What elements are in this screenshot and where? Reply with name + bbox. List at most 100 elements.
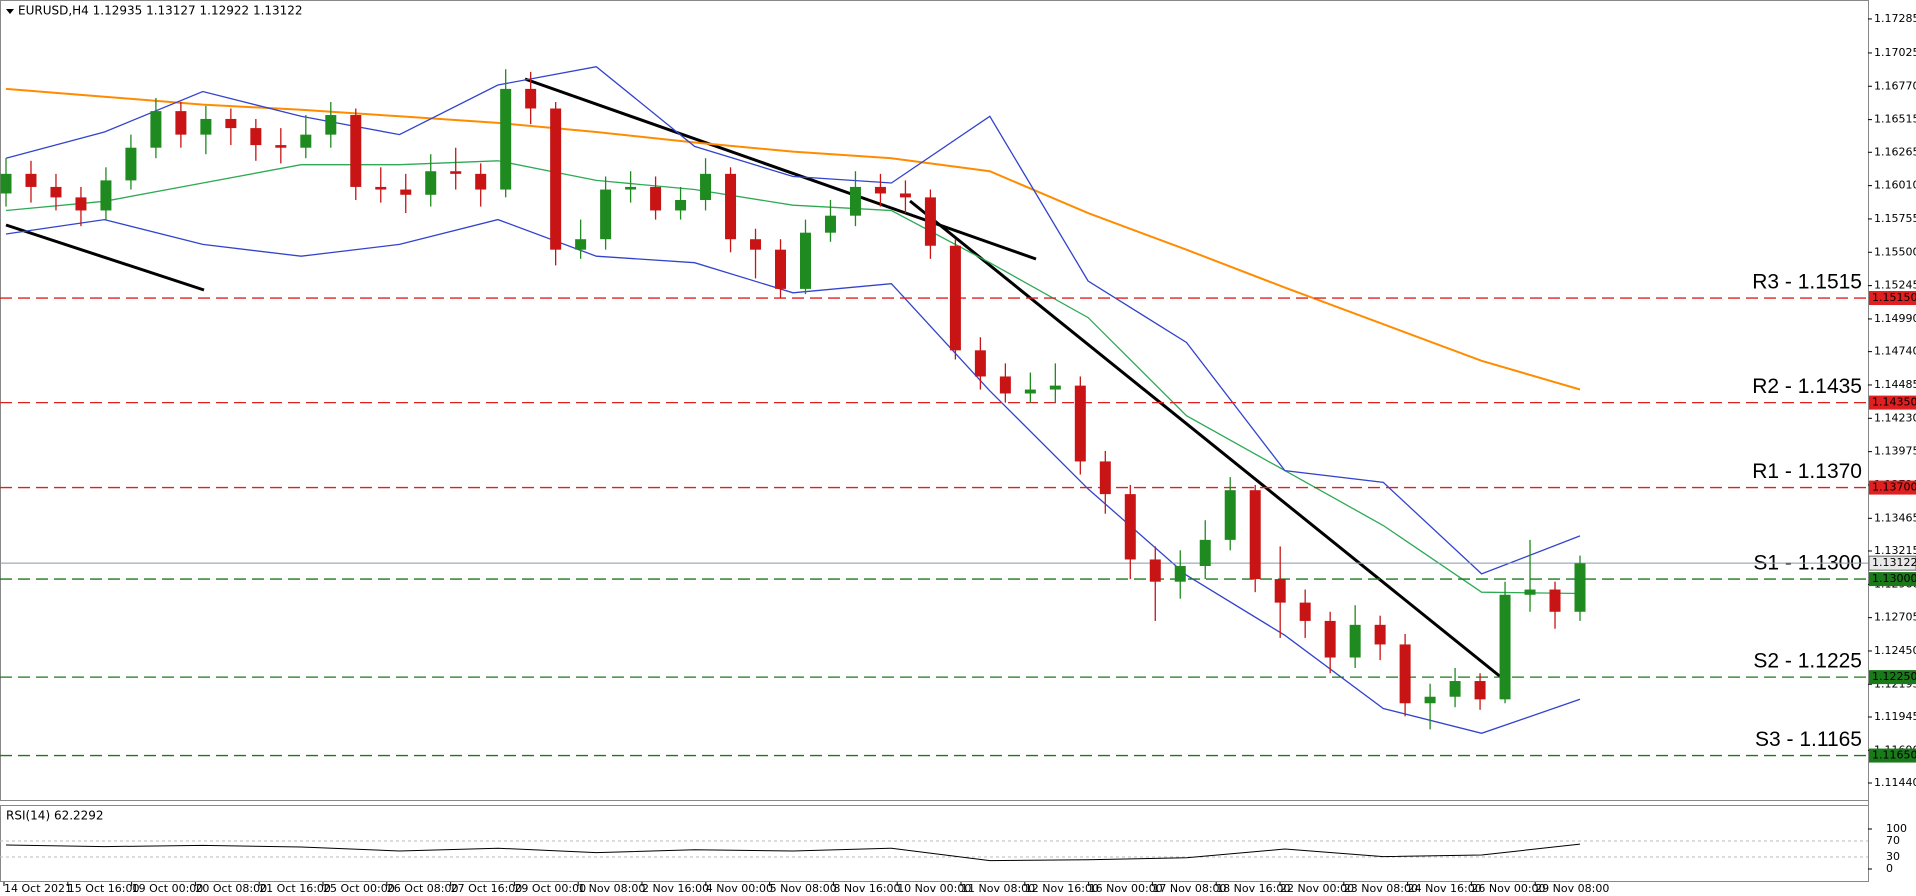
rsi-tick-label: 30: [1886, 850, 1900, 863]
rsi-tick-label: 70: [1886, 834, 1900, 847]
candle-body: [250, 128, 262, 146]
y-tick-label: 1.16515: [1874, 113, 1916, 126]
level-axis-label: 1.11650: [1872, 749, 1916, 762]
y-tick-label: 1.14740: [1874, 345, 1916, 358]
x-tick-label: 24 Nov 16:00: [1408, 882, 1482, 895]
candle-body: [225, 118, 237, 129]
candle-body: [849, 186, 861, 216]
candle-body: [974, 350, 986, 377]
candle-body: [1024, 389, 1036, 394]
x-tick-label: 8 Nov 16:00: [833, 882, 900, 895]
level-label: S2 - 1.1225: [1753, 650, 1862, 673]
candle-body: [600, 189, 612, 240]
rsi-line: [5, 843, 1581, 862]
level-axis-box: [1869, 291, 1916, 306]
menu-arrow: [6, 9, 14, 14]
candle-body: [750, 239, 762, 250]
level-axis-box: [1869, 395, 1916, 410]
x-tick-label: 12 Nov 16:00: [1025, 882, 1099, 895]
indicator-line: [5, 160, 1581, 595]
y-tick-label: 1.12705: [1874, 611, 1916, 624]
candle-body: [1249, 490, 1261, 580]
candle-body: [1424, 696, 1436, 704]
candle-body: [1349, 624, 1361, 658]
y-tick-label: 1.11440: [1874, 776, 1916, 789]
x-tick-label: 17 Nov 08:00: [1152, 882, 1226, 895]
trend-line: [524, 77, 1037, 261]
level-axis-label: 1.13700: [1872, 481, 1916, 494]
level-axis-label: 1.12250: [1872, 670, 1916, 683]
x-tick-label: 5 Nov 08:00: [770, 882, 837, 895]
y-tick-label: 1.17285: [1874, 12, 1916, 25]
level-label: R1 - 1.1370: [1752, 460, 1862, 483]
y-tick-label: 1.17025: [1874, 46, 1916, 59]
candle-body: [824, 215, 836, 233]
candle-body: [1524, 589, 1536, 595]
x-tick-label: 26 Oct 08:00: [387, 882, 459, 895]
candle-body: [1099, 461, 1111, 495]
candle-body: [450, 171, 462, 174]
price-label: 1.13122: [1872, 556, 1916, 569]
candle-body: [1274, 579, 1286, 603]
candle-body: [874, 186, 886, 194]
x-tick-label: 14 Oct 2021: [4, 882, 72, 895]
candle-body: [300, 134, 312, 148]
x-tick-label: 4 Nov 00:00: [706, 882, 773, 895]
candle-body: [899, 193, 911, 198]
x-tick-label: 2 Nov 16:00: [642, 882, 709, 895]
candle-body: [1549, 589, 1561, 612]
candle-body: [75, 197, 87, 211]
y-tick-label: 1.15245: [1874, 279, 1916, 292]
level-axis-box: [1869, 572, 1916, 587]
y-tick-label: 1.13465: [1874, 511, 1916, 524]
candle-body: [25, 173, 37, 187]
candle-body: [675, 200, 687, 211]
candle-body: [799, 232, 811, 289]
rsi-title: RSI(14) 62.2292: [6, 809, 104, 823]
y-tick-label: 1.14990: [1874, 312, 1916, 325]
candle-body: [924, 197, 936, 246]
y-tick-label: 1.15500: [1874, 245, 1916, 258]
x-tick-label: 26 Nov 00:00: [1471, 882, 1545, 895]
x-tick-label: 1 Nov 08:00: [578, 882, 645, 895]
level-axis-box: [1869, 480, 1916, 495]
candle-body: [550, 108, 562, 250]
candle-body: [350, 115, 362, 187]
candle-body: [1574, 563, 1586, 612]
level-label: R3 - 1.1515: [1752, 271, 1862, 294]
x-tick-label: 15 Oct 16:00: [68, 882, 140, 895]
candle-body: [1149, 559, 1161, 582]
rsi-tick-label: 0: [1886, 862, 1893, 875]
y-tick-label: 1.16265: [1874, 145, 1916, 158]
x-tick-label: 20 Oct 08:00: [195, 882, 267, 895]
level-label: S3 - 1.1165: [1755, 728, 1862, 751]
x-tick-label: 29 Nov 08:00: [1535, 882, 1609, 895]
level-axis-label: 1.14350: [1872, 396, 1916, 409]
x-tick-label: 11 Nov 08:00: [961, 882, 1035, 895]
candle-body: [1449, 681, 1461, 697]
candle-body: [775, 249, 787, 289]
candle-body: [1049, 385, 1061, 390]
y-tick-label: 1.14485: [1874, 378, 1916, 391]
price-box: [1868, 555, 1916, 571]
level-label: R2 - 1.1435: [1752, 375, 1862, 398]
candle-body: [1224, 490, 1236, 540]
candle-body: [400, 189, 412, 195]
candle-body: [700, 173, 712, 200]
level-axis-label: 1.13000: [1872, 572, 1916, 585]
candle-body: [375, 186, 387, 190]
indicator-line: [5, 218, 1581, 734]
rsi-tick-label: 100: [1886, 822, 1907, 835]
y-tick-label: 1.13975: [1874, 445, 1916, 458]
rsi-panel: [0, 805, 1869, 882]
y-tick-label: 1.14230: [1874, 411, 1916, 424]
candle-body: [175, 111, 187, 135]
trend-line: [909, 199, 1508, 684]
candle-body: [1374, 624, 1386, 645]
candle-body: [275, 145, 287, 148]
candle-body: [999, 376, 1011, 394]
y-tick-label: 1.16010: [1874, 179, 1916, 192]
candle-body: [50, 186, 62, 198]
x-tick-label: 27 Oct 16:00: [451, 882, 523, 895]
